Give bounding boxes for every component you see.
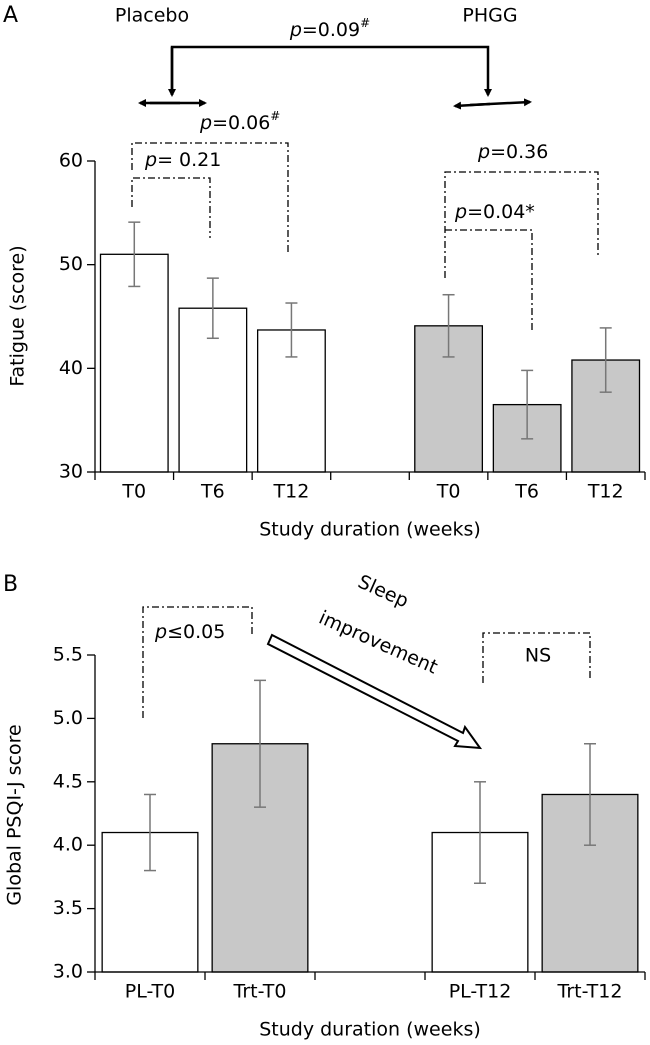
x-tick-label: Trt-T12 bbox=[557, 981, 623, 1003]
bar bbox=[99, 253, 169, 473]
x-axis-label: Study duration (weeks) bbox=[259, 519, 481, 541]
annotation: p=0.09# bbox=[289, 16, 370, 41]
x-tick-label: PL-T12 bbox=[449, 981, 512, 1003]
group-label: Placebo bbox=[115, 5, 189, 27]
x-tick-label: T0 bbox=[436, 481, 461, 503]
y-tick-label: 4.5 bbox=[53, 770, 83, 792]
bracket bbox=[131, 177, 211, 238]
annotation: p≤0.05 bbox=[154, 621, 225, 643]
y-tick-label: 50 bbox=[59, 253, 83, 275]
y-tick-label: 5.5 bbox=[53, 644, 83, 666]
bracket bbox=[142, 606, 253, 718]
bracket bbox=[445, 229, 533, 333]
arrow bbox=[266, 633, 483, 750]
annotation: NS bbox=[525, 645, 551, 667]
annotation: p=0.36 bbox=[477, 141, 548, 163]
x-tick-label: T6 bbox=[514, 481, 539, 503]
x-tick-label: T12 bbox=[273, 481, 310, 503]
annotation: p= 0.21 bbox=[144, 149, 221, 171]
x-tick-label: T6 bbox=[200, 481, 225, 503]
annotation: Sleep bbox=[355, 571, 412, 613]
x-tick-label: T12 bbox=[587, 481, 624, 503]
panel-label: B bbox=[3, 572, 18, 597]
x-tick-label: T0 bbox=[121, 481, 146, 503]
x-axis-label: Study duration (weeks) bbox=[259, 1019, 481, 1041]
bracket-arrow bbox=[170, 45, 492, 97]
y-tick-label: 40 bbox=[59, 357, 83, 379]
bracket bbox=[444, 171, 599, 278]
x-tick-label: PL-T0 bbox=[125, 981, 176, 1003]
bracket bbox=[482, 632, 591, 683]
y-tick-label: 5.0 bbox=[53, 707, 83, 729]
annotation: p=0.04* bbox=[454, 201, 535, 223]
arrow bbox=[453, 101, 491, 110]
y-tick-label: 60 bbox=[59, 150, 83, 172]
annotation: p=0.06# bbox=[199, 109, 280, 134]
bracket bbox=[131, 142, 289, 255]
y-tick-label: 30 bbox=[59, 461, 83, 483]
y-axis-label: Fatigue (score) bbox=[7, 245, 29, 386]
y-tick-label: 4.0 bbox=[53, 834, 83, 856]
y-tick-label: 3.0 bbox=[53, 961, 83, 983]
y-axis-label: Global PSQI-J score bbox=[4, 724, 26, 905]
x-tick-label: Trt-T0 bbox=[233, 981, 287, 1003]
y-tick-label: 3.5 bbox=[53, 897, 83, 919]
panel-label: A bbox=[3, 3, 18, 28]
group-label: PHGG bbox=[462, 5, 517, 27]
